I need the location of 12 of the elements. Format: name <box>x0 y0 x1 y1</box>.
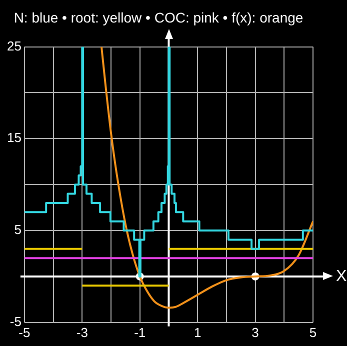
y-tick-label: 15 <box>6 130 22 146</box>
y-tick-label: 5 <box>14 222 22 238</box>
y-tick-label: 25 <box>6 38 22 54</box>
x-tick-label: -1 <box>134 324 146 340</box>
y-tick-label: -5 <box>10 314 22 329</box>
x-tick-label: 5 <box>309 324 317 340</box>
chart-title: N: blue • root: yellow • COC: pink • f(x): orange <box>14 9 304 26</box>
x-tick-label: -3 <box>76 324 88 340</box>
line-series <box>100 46 313 309</box>
x-axis-title: X <box>336 268 347 285</box>
x-tick-label: 1 <box>194 324 202 340</box>
x-tick-label: 3 <box>252 324 259 340</box>
